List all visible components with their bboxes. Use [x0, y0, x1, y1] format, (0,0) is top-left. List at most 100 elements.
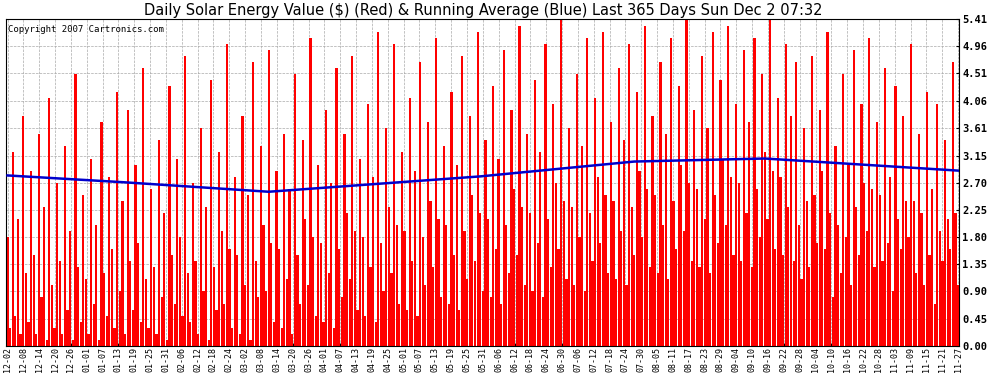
Bar — [414, 171, 416, 346]
Bar — [484, 140, 486, 346]
Bar — [455, 165, 457, 346]
Bar — [145, 279, 148, 346]
Bar — [646, 189, 648, 346]
Bar — [516, 255, 518, 346]
Bar — [200, 128, 202, 346]
Bar — [798, 225, 800, 346]
Bar — [482, 291, 484, 346]
Bar — [929, 255, 931, 346]
Bar — [610, 122, 612, 346]
Bar — [396, 225, 398, 346]
Bar — [594, 98, 596, 346]
Bar — [432, 267, 435, 346]
Bar — [476, 32, 479, 346]
Bar — [194, 261, 197, 346]
Bar — [753, 38, 755, 346]
Bar — [615, 279, 617, 346]
Bar — [25, 273, 27, 346]
Bar — [98, 340, 100, 346]
Bar — [605, 195, 607, 346]
Bar — [822, 171, 824, 346]
Bar — [270, 243, 272, 346]
Bar — [503, 50, 505, 346]
Bar — [886, 243, 889, 346]
Bar — [171, 255, 173, 346]
Bar — [411, 261, 414, 346]
Bar — [309, 38, 312, 346]
Bar — [944, 140, 946, 346]
Bar — [552, 104, 554, 346]
Bar — [599, 243, 602, 346]
Bar — [247, 195, 248, 346]
Bar — [519, 26, 521, 346]
Bar — [837, 225, 840, 346]
Bar — [372, 177, 374, 346]
Bar — [417, 316, 419, 346]
Text: Copyright 2007 Cartronics.com: Copyright 2007 Cartronics.com — [8, 26, 164, 34]
Bar — [341, 297, 343, 346]
Bar — [505, 225, 508, 346]
Bar — [294, 74, 296, 346]
Bar — [447, 303, 450, 346]
Bar — [64, 146, 66, 346]
Bar — [140, 322, 142, 346]
Bar — [189, 322, 191, 346]
Bar — [157, 140, 160, 346]
Bar — [259, 146, 262, 346]
Bar — [495, 249, 497, 346]
Bar — [106, 316, 108, 346]
Bar — [490, 297, 492, 346]
Bar — [884, 68, 886, 346]
Bar — [939, 231, 940, 346]
Bar — [307, 285, 309, 346]
Bar — [377, 32, 379, 346]
Bar — [900, 249, 902, 346]
Bar — [894, 86, 897, 346]
Bar — [524, 285, 526, 346]
Bar — [132, 310, 134, 346]
Bar — [168, 86, 170, 346]
Bar — [941, 261, 943, 346]
Bar — [43, 207, 46, 346]
Bar — [336, 68, 338, 346]
Bar — [921, 213, 923, 346]
Bar — [589, 213, 591, 346]
Bar — [41, 297, 43, 346]
Bar — [547, 219, 549, 346]
Bar — [116, 92, 119, 346]
Bar — [537, 243, 539, 346]
Bar — [346, 213, 348, 346]
Bar — [847, 165, 849, 346]
Bar — [683, 231, 685, 346]
Bar — [602, 32, 604, 346]
Bar — [440, 297, 443, 346]
Bar — [344, 134, 346, 346]
Bar — [82, 195, 84, 346]
Bar — [667, 279, 669, 346]
Bar — [9, 328, 11, 346]
Bar — [85, 279, 87, 346]
Bar — [380, 243, 382, 346]
Bar — [832, 297, 834, 346]
Bar — [61, 334, 63, 346]
Bar — [557, 249, 559, 346]
Bar — [245, 285, 247, 346]
Bar — [623, 140, 625, 346]
Bar — [860, 104, 862, 346]
Bar — [863, 183, 865, 346]
Bar — [761, 74, 763, 346]
Bar — [800, 279, 803, 346]
Bar — [56, 183, 58, 346]
Bar — [463, 231, 465, 346]
Bar — [897, 219, 899, 346]
Bar — [855, 207, 857, 346]
Bar — [406, 310, 408, 346]
Bar — [458, 310, 460, 346]
Bar — [699, 267, 701, 346]
Bar — [210, 80, 212, 346]
Bar — [234, 177, 236, 346]
Bar — [369, 267, 371, 346]
Bar — [937, 104, 939, 346]
Bar — [659, 62, 661, 346]
Bar — [296, 255, 299, 346]
